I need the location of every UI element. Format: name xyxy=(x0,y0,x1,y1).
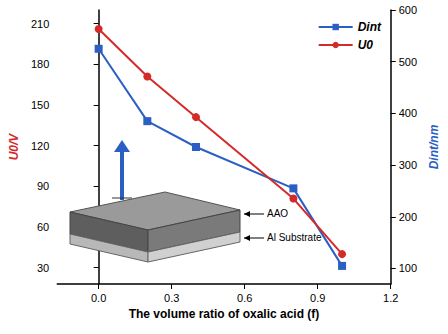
svg-text:0.6: 0.6 xyxy=(237,292,252,304)
svg-text:AAO: AAO xyxy=(267,208,288,219)
svg-text:0.3: 0.3 xyxy=(164,292,179,304)
svg-text:150: 150 xyxy=(31,99,49,111)
svg-text:500: 500 xyxy=(399,56,417,68)
svg-text:210: 210 xyxy=(31,18,49,30)
svg-text:Al Substrate: Al Substrate xyxy=(267,232,322,243)
svg-text:600: 600 xyxy=(399,4,417,16)
svg-text:90: 90 xyxy=(37,180,49,192)
svg-text:100: 100 xyxy=(399,262,417,274)
svg-text:0.0: 0.0 xyxy=(91,292,106,304)
svg-text:U0/V: U0/V xyxy=(7,133,21,161)
svg-text:200: 200 xyxy=(399,211,417,223)
svg-text:The volume ratio of oxalic aci: The volume ratio of oxalic acid (f) xyxy=(129,307,320,321)
svg-text:180: 180 xyxy=(31,58,49,70)
svg-text:60: 60 xyxy=(37,221,49,233)
svg-text:Dint/nm: Dint/nm xyxy=(427,124,441,169)
svg-text:400: 400 xyxy=(399,107,417,119)
svg-text:30: 30 xyxy=(37,262,49,274)
svg-text:300: 300 xyxy=(399,159,417,171)
svg-text:1.2: 1.2 xyxy=(383,292,398,304)
svg-text:Dint: Dint xyxy=(358,20,382,34)
svg-text:0.9: 0.9 xyxy=(310,292,325,304)
svg-text:U0: U0 xyxy=(358,38,374,52)
svg-text:120: 120 xyxy=(31,140,49,152)
